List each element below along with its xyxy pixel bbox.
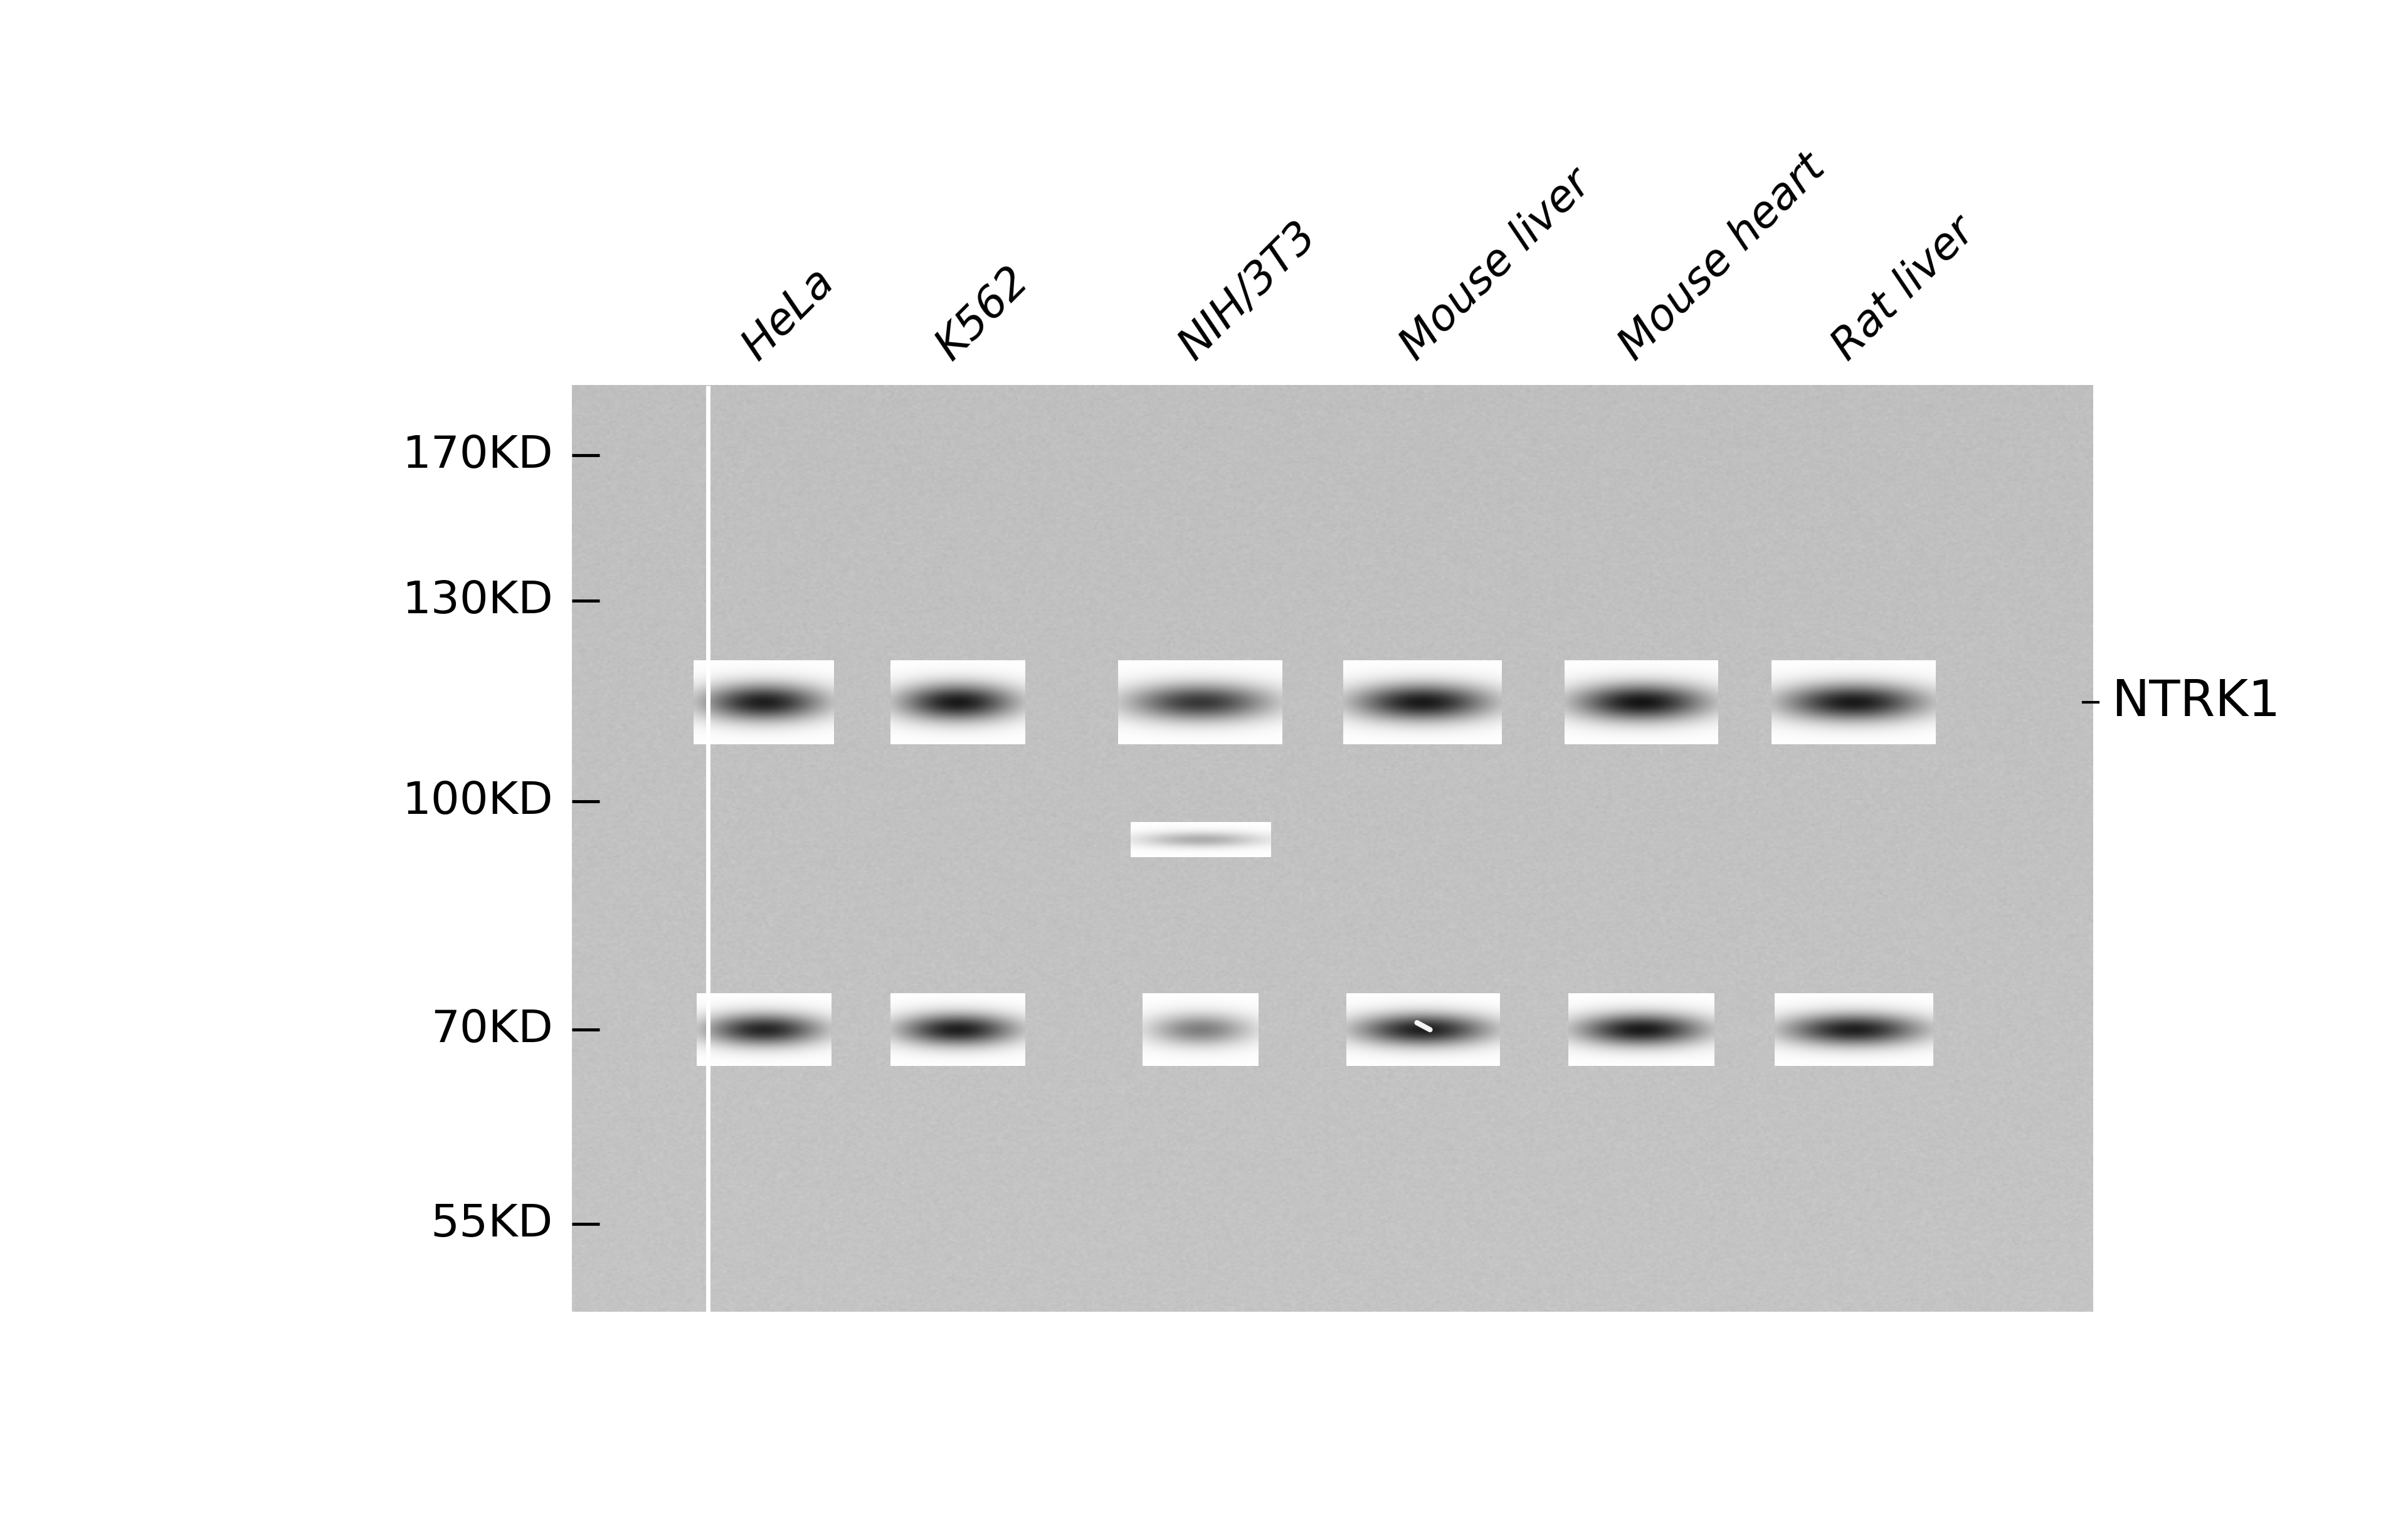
Text: 55KD: 55KD (431, 1203, 554, 1245)
Text: NIH/3T3: NIH/3T3 (1170, 215, 1324, 368)
Text: 170KD: 170KD (402, 434, 554, 477)
Text: HeLa: HeLa (734, 260, 843, 368)
Text: 70KD: 70KD (431, 1008, 554, 1052)
Text: 130KD: 130KD (402, 579, 554, 622)
Text: Mouse heart: Mouse heart (1611, 147, 1832, 368)
Text: K562: K562 (927, 259, 1038, 368)
Text: 100KD: 100KD (402, 779, 554, 823)
Text: Mouse liver: Mouse liver (1392, 162, 1599, 368)
Text: NTRK1: NTRK1 (2112, 678, 2280, 726)
Text: Rat liver: Rat liver (1823, 209, 1982, 368)
